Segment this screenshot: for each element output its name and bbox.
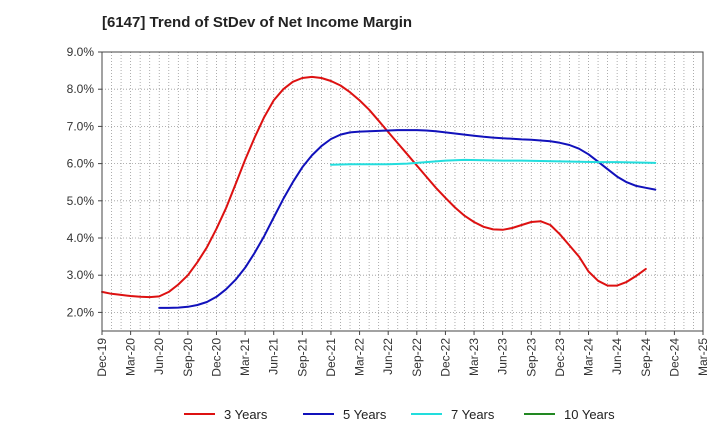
x-tick-label: Dec-22 xyxy=(438,338,452,377)
y-tick-label: 2.0% xyxy=(67,305,95,319)
x-tick-label: Jun-24 xyxy=(610,338,624,375)
x-tick-label: Sep-24 xyxy=(639,338,653,377)
x-tick-label: Jun-22 xyxy=(381,338,395,375)
x-axis-ticks: Dec-19 Mar-20 Jun-20 Sep-20 Dec-20 Mar-21 Jun-… xyxy=(95,331,710,377)
x-tick-label: Mar-24 xyxy=(582,338,596,376)
x-tick-label: Sep-22 xyxy=(410,338,424,377)
y-tick-label: 4.0% xyxy=(67,231,95,245)
x-tick-label: Jun-23 xyxy=(496,338,510,375)
x-tick-label: Mar-22 xyxy=(353,338,367,376)
legend: 3 Years 5 Years 7 Years 10 Years xyxy=(184,407,615,422)
x-tick-label: Mar-21 xyxy=(238,338,252,376)
x-tick-label: Dec-24 xyxy=(667,338,681,377)
x-tick-label: Sep-20 xyxy=(181,338,195,377)
legend-label: 5 Years xyxy=(343,407,387,422)
x-tick-label: Dec-19 xyxy=(95,338,109,377)
plot-background xyxy=(102,52,703,331)
x-tick-label: Dec-21 xyxy=(324,338,338,377)
series-lines xyxy=(101,75,657,309)
grid xyxy=(101,51,704,331)
legend-label: 7 Years xyxy=(451,407,495,422)
legend-label: 10 Years xyxy=(564,407,615,422)
y-tick-label: 7.0% xyxy=(67,119,95,133)
y-tick-label: 5.0% xyxy=(67,194,95,208)
y-tick-label: 9.0% xyxy=(67,45,95,59)
plot-frame xyxy=(101,51,704,332)
x-tick-label: Jun-21 xyxy=(267,338,281,375)
x-tick-label: Sep-21 xyxy=(295,338,309,377)
y-tick-label: 8.0% xyxy=(67,82,95,96)
series-line-5-years xyxy=(158,129,657,309)
x-tick-label: Dec-20 xyxy=(209,338,223,377)
y-tick-label: 6.0% xyxy=(67,157,95,171)
x-tick-label: Mar-20 xyxy=(124,338,138,376)
series-line-7-years xyxy=(330,158,657,166)
x-tick-label: Dec-23 xyxy=(553,338,567,377)
legend-label: 3 Years xyxy=(224,407,268,422)
y-axis-ticks: 2.0% 3.0% 4.0% 5.0% 6.0% 7.0% 8.0% 9.0% xyxy=(67,45,102,319)
x-tick-label: Jun-20 xyxy=(152,338,166,375)
series-line-3-years xyxy=(101,75,647,299)
y-tick-label: 3.0% xyxy=(67,268,95,282)
x-tick-label: Mar-23 xyxy=(467,338,481,376)
x-tick-label: Sep-23 xyxy=(524,338,538,377)
chart-title: [6147] Trend of StDev of Net Income Marg… xyxy=(102,14,413,31)
x-tick-label: Mar-25 xyxy=(696,338,710,376)
